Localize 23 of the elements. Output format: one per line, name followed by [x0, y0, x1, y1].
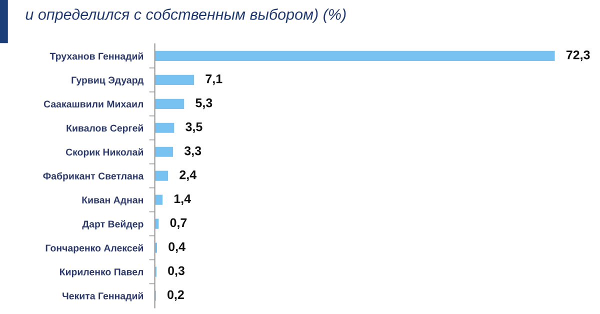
data-label: 2,4: [180, 170, 196, 182]
y-tick-label: Гончаренко Алексей: [46, 244, 144, 254]
y-tick-label: Чекита Геннадий: [62, 292, 144, 302]
data-label: 0,2: [168, 290, 184, 301]
y-tick-label: Гурвиц Эдуард: [72, 76, 144, 86]
data-label: 3,5: [186, 122, 202, 134]
y-tick-label: Труханов Геннадий: [50, 52, 144, 62]
y-tick-label: Кириленко Павел: [60, 268, 144, 278]
y-tick-label: Дарт Вейдер: [82, 220, 144, 230]
data-label: 0,4: [168, 242, 186, 253]
y-tick-label: Кивалов Сергей: [66, 124, 144, 134]
chart-title: и определился с собственным выбором) (%): [26, 8, 346, 23]
data-label: 72,3: [566, 50, 590, 62]
data-label: 0,3: [168, 266, 184, 277]
data-label: 0,7: [170, 218, 187, 229]
data-label: 1,4: [174, 194, 191, 205]
data-label: 7,1: [206, 74, 222, 86]
y-tick-label: Фабрикант Светлана: [43, 172, 144, 182]
y-tick-label: Киван Аднан: [82, 196, 144, 206]
y-tick-label: Скорик Николай: [66, 148, 144, 158]
data-label: 5,3: [196, 98, 212, 110]
data-label: 3,3: [184, 146, 202, 158]
y-tick-label: Саакашвили Михаил: [44, 100, 144, 108]
